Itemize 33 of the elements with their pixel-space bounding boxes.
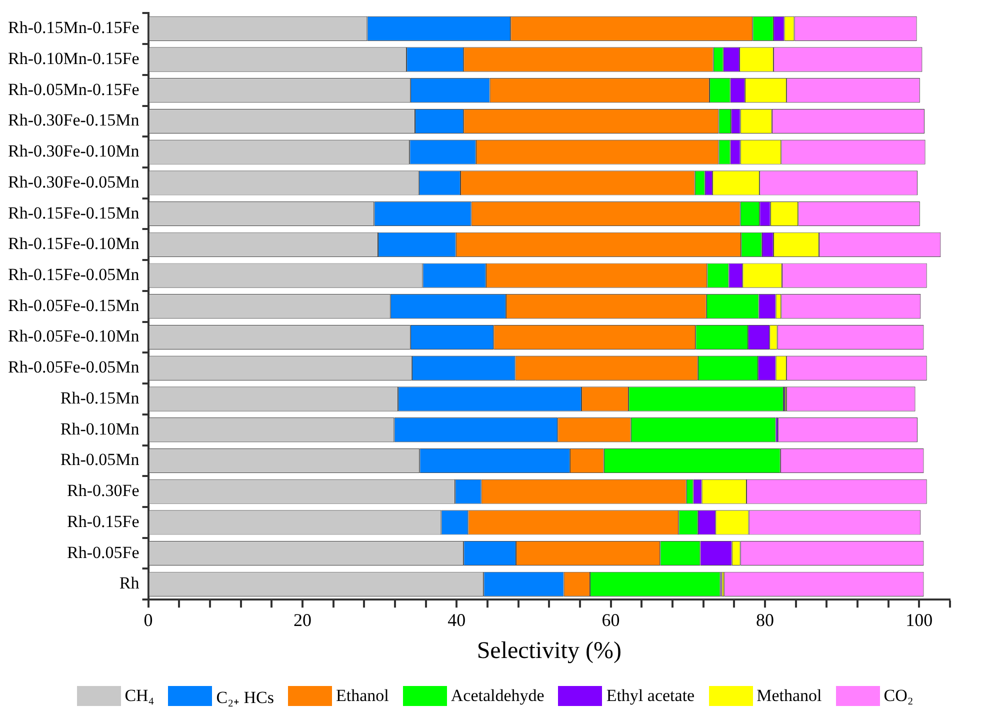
legend-label: Ethyl acetate bbox=[606, 686, 695, 706]
y-tick-label: Rh-0.30Fe-0.10Mn bbox=[8, 142, 140, 161]
y-tick-label: Rh-0.05Fe bbox=[67, 542, 140, 562]
y-tick-label: Rh-0.30Fe-0.15Mn bbox=[8, 110, 140, 130]
y-tick-label: Rh-0.15Mn-0.15Fe bbox=[8, 18, 140, 38]
x-tick-label: 20 bbox=[293, 610, 312, 630]
y-tick-label: Rh-0.05Fe-0.15Mn bbox=[8, 296, 140, 315]
legend-label: Ethanol bbox=[336, 686, 389, 706]
x-tick-label: 100 bbox=[906, 610, 933, 630]
y-tick-label: Rh bbox=[119, 574, 140, 593]
legend-label: CH₄ bbox=[124, 686, 154, 706]
legend-label: C₂₊ HCs bbox=[216, 686, 274, 708]
y-tick-label: Rh-0.10Mn-0.15Fe bbox=[8, 48, 140, 68]
legend-label: Acetaldehyde bbox=[450, 686, 544, 706]
y-tick-label: Rh-0.30Fe-0.05Mn bbox=[8, 172, 140, 192]
y-tick-label: Rh-0.05Fe-0.05Mn bbox=[8, 358, 140, 377]
y-tick-label: Rh-0.30Fe bbox=[67, 481, 140, 500]
y-tick-label: Rh-0.15Mn bbox=[60, 388, 140, 408]
legend-label: Methanol bbox=[756, 686, 822, 706]
y-tick-label: Rh-0.05Mn-0.15Fe bbox=[8, 80, 140, 99]
x-tick-label: 80 bbox=[756, 610, 774, 630]
y-tick-label: Rh-0.05Mn bbox=[60, 450, 140, 470]
y-tick-label: Rh-0.15Fe-0.10Mn bbox=[8, 234, 140, 254]
y-tick-label: Rh-0.15Fe-0.15Mn bbox=[8, 203, 140, 222]
y-tick-label: Rh-0.05Fe-0.10Mn bbox=[8, 326, 140, 346]
y-tick-label: Rh-0.15Fe bbox=[67, 512, 140, 531]
y-tick-label: Rh-0.10Mn bbox=[60, 419, 140, 438]
x-tick-label: 0 bbox=[144, 610, 153, 630]
y-tick-label: Rh-0.15Fe-0.05Mn bbox=[8, 265, 140, 284]
x-axis-title: Selectivity (%) bbox=[476, 638, 622, 664]
x-tick-label: 60 bbox=[602, 610, 620, 630]
legend-label: CO₂ bbox=[884, 686, 914, 706]
x-tick-label: 40 bbox=[448, 610, 466, 630]
